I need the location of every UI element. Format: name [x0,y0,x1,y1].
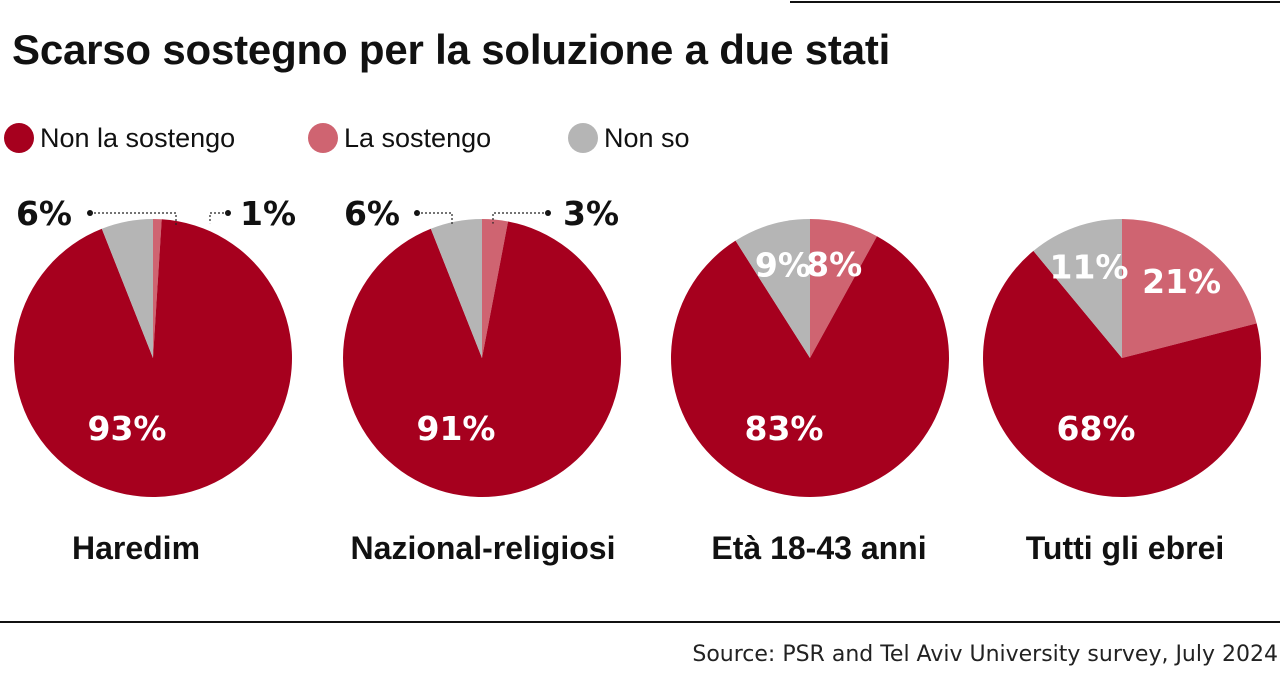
pie-1-leader-line-non-so [417,212,453,226]
pie-3-label-la-sostengo: 21% [1142,262,1221,301]
pie-0-leader-line-la-sostengo [209,212,228,224]
legend: Non la sostengo La sostengo Non so [0,118,1280,158]
pie-2-label-non-la-sostengo: 83% [745,409,824,448]
top-rule [790,1,1280,3]
pie-1-slice-non-so [430,219,482,358]
pie-2-slice-non-so [735,219,810,358]
pie-1-slice-la-sostengo [482,219,509,358]
pie-0-label-la-sostengo: 1% [240,194,296,233]
pie-0-slice-non-la-sostengo [14,219,293,497]
pie-1-label-la-sostengo: 3% [563,194,619,233]
chart-title: Scarso sostegno per la soluzione a due s… [12,26,891,73]
legend-item-non-so: Non so [568,118,690,158]
legend-swatch-non-so [568,123,598,153]
pie-0-label-non-so: 6% [16,194,72,233]
pie-3-label-non-so: 11% [1050,248,1129,287]
pie-charts: 93% 1% 6% 91% 3% 6% 83% 8%9% 68% 21% 11% [14,194,1261,498]
group-label-eta-18-43-anni: Età 18-43 anni [711,530,927,566]
pie-0-slice-la-sostengo [153,218,162,358]
legend-label-non-so: Non so [604,122,690,153]
pie-1-label-non-so: 6% [344,194,400,233]
legend-swatch-non-la-sostengo [4,123,34,153]
pie-1-label-non-la-sostengo: 91% [417,409,496,448]
legend-label-la-sostengo: La sostengo [344,122,492,153]
pie-3-label-non-la-sostengo: 68% [1057,409,1136,448]
source-note: Source: PSR and Tel Aviv University surv… [692,642,1278,667]
legend-item-non-la-sostengo: Non la sostengo [4,118,235,158]
pie-0-leader-line-non-so [90,212,177,226]
pie-3-slice-non-la-sostengo [982,250,1261,498]
pie-3-slice-la-sostengo [1122,219,1257,358]
legend-label-non-la-sostengo: Non la sostengo [40,122,236,153]
pie-3-slice-non-so [1033,219,1122,358]
group-label-haredim: Haredim [71,530,201,566]
pie-0-slice-non-so [101,219,153,358]
pie-2-slice-non-la-sostengo [671,236,950,497]
legend-swatch-la-sostengo [308,123,338,153]
group-label-nazional-religiosi: Nazional-religiosi [350,530,616,566]
pie-2-label-non-so: 9% [755,246,811,285]
pie-2-slice-la-sostengo [810,219,877,358]
pie-0-label-non-la-sostengo: 93% [88,409,167,448]
pie-1-slice-non-la-sostengo [343,221,622,497]
pie-2-label-la-sostengo: 8% [806,245,862,284]
group-label-tutti-gli-ebrei: Tutti gli ebrei [1025,530,1225,566]
legend-item-la-sostengo: La sostengo [308,118,491,158]
bottom-rule [0,621,1280,623]
